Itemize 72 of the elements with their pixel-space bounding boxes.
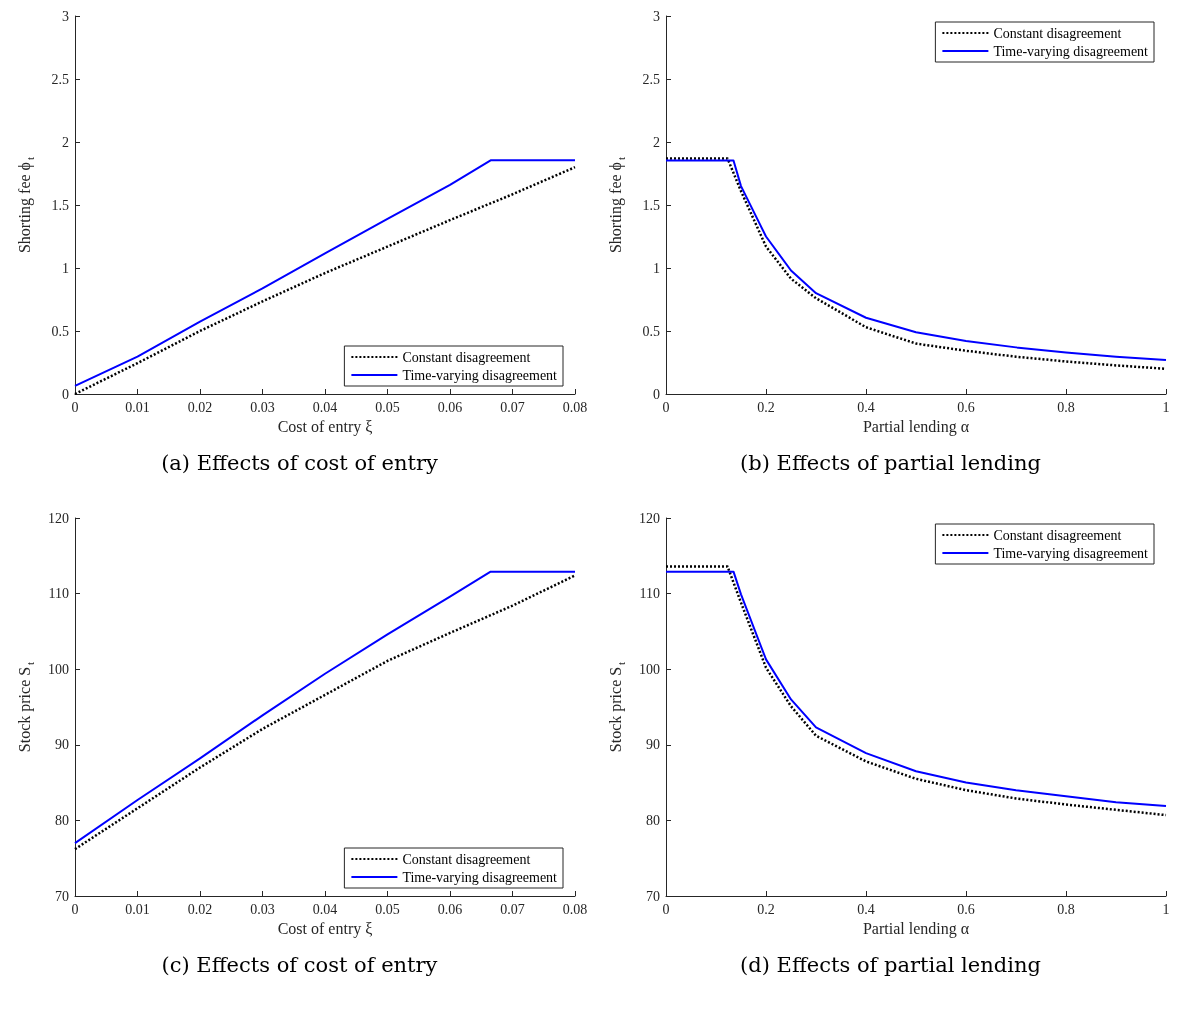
- y-tick-label: 1.5: [51, 197, 69, 213]
- y-tick-label: 120: [48, 510, 69, 526]
- x-axis-title: Partial lending α: [862, 418, 970, 437]
- x-tick-label: 0.02: [187, 901, 213, 917]
- y-tick-label: 1.5: [642, 197, 660, 213]
- x-tick-label: 0.01: [125, 901, 150, 917]
- x-axis-title: Partial lending α: [862, 920, 970, 939]
- y-tick-label: 70: [646, 888, 660, 904]
- x-tick-label: 0.01: [125, 399, 150, 415]
- x-tick-label: 0.04: [312, 901, 338, 917]
- x-tick-label: 0.02: [187, 399, 213, 415]
- legend-label: Time-varying disagreement: [993, 545, 1149, 561]
- legend-label: Constant disagreement: [993, 25, 1122, 41]
- legend-label: Constant disagreement: [402, 851, 531, 867]
- x-axis-title: Cost of entry ξ: [277, 920, 373, 939]
- x-tick-label: 0.07: [500, 901, 525, 917]
- legend-label: Constant disagreement: [402, 349, 531, 365]
- y-tick-label: 80: [55, 812, 69, 828]
- y-tick-label: 2: [653, 134, 660, 150]
- x-tick-label: 0.06: [437, 901, 463, 917]
- x-tick-label: 0.6: [957, 901, 975, 917]
- text: (b) Effects of partial lending: [740, 450, 1041, 475]
- x-tick-label: 0.4: [857, 399, 875, 415]
- legend-label: Constant disagreement: [993, 527, 1122, 543]
- y-tick-label: 0: [62, 386, 69, 402]
- y-tick-label: 110: [48, 586, 69, 602]
- x-tick-label: 0.6: [957, 399, 975, 415]
- text: (c) Effects of cost of entry: [161, 952, 438, 977]
- y-tick-label: 3: [62, 8, 69, 24]
- y-tick-label: 0.5: [51, 323, 69, 339]
- y-tick-label: 110: [639, 586, 660, 602]
- x-tick-label: 0.03: [250, 901, 275, 917]
- y-tick-label: 1: [653, 260, 660, 276]
- y-tick-label: 2: [62, 134, 69, 150]
- y-tick-label: 90: [55, 737, 69, 753]
- y-tick-label: 0: [653, 386, 660, 402]
- x-tick-label: 0.8: [1057, 901, 1075, 917]
- y-tick-label: 100: [639, 661, 660, 677]
- x-tick-label: 0.03: [250, 399, 275, 415]
- y-axis-title: Stock price St: [606, 661, 627, 753]
- text: (d) Effects of partial lending: [740, 952, 1041, 977]
- y-axis-title: Shorting fee ϕt: [606, 156, 627, 254]
- y-axis-title: Stock price St: [15, 661, 36, 753]
- legend-label: Time-varying disagreement: [402, 367, 558, 383]
- y-tick-label: 70: [55, 888, 69, 904]
- y-tick-label: 80: [646, 812, 660, 828]
- x-tick-label: 0.05: [375, 901, 400, 917]
- y-tick-label: 2.5: [642, 71, 660, 87]
- x-tick-label: 0.08: [562, 901, 588, 917]
- x-tick-label: 0.08: [562, 399, 588, 415]
- y-tick-label: 120: [639, 510, 660, 526]
- x-axis-title: Cost of entry ξ: [277, 418, 373, 437]
- y-tick-label: 1: [62, 260, 69, 276]
- legend-label: Time-varying disagreement: [993, 43, 1149, 59]
- text: (a) Effects of cost of entry: [161, 450, 438, 475]
- x-tick-label: 1: [1162, 901, 1170, 917]
- x-tick-label: 0.2: [757, 399, 775, 415]
- y-tick-label: 90: [646, 737, 660, 753]
- y-axis-title: Shorting fee ϕt: [15, 156, 36, 254]
- x-tick-label: 0.05: [375, 399, 400, 415]
- legend-label: Time-varying disagreement: [402, 869, 558, 885]
- x-tick-label: 1: [1162, 399, 1170, 415]
- x-tick-label: 0.04: [312, 399, 338, 415]
- x-tick-label: 0.8: [1057, 399, 1075, 415]
- y-tick-label: 2.5: [51, 71, 69, 87]
- x-tick-label: 0.07: [500, 399, 525, 415]
- y-tick-label: 100: [48, 661, 69, 677]
- y-tick-label: 3: [653, 8, 660, 24]
- x-tick-label: 0.4: [857, 901, 875, 917]
- x-tick-label: 0.06: [437, 399, 463, 415]
- x-tick-label: 0.2: [757, 901, 775, 917]
- y-tick-label: 0.5: [642, 323, 660, 339]
